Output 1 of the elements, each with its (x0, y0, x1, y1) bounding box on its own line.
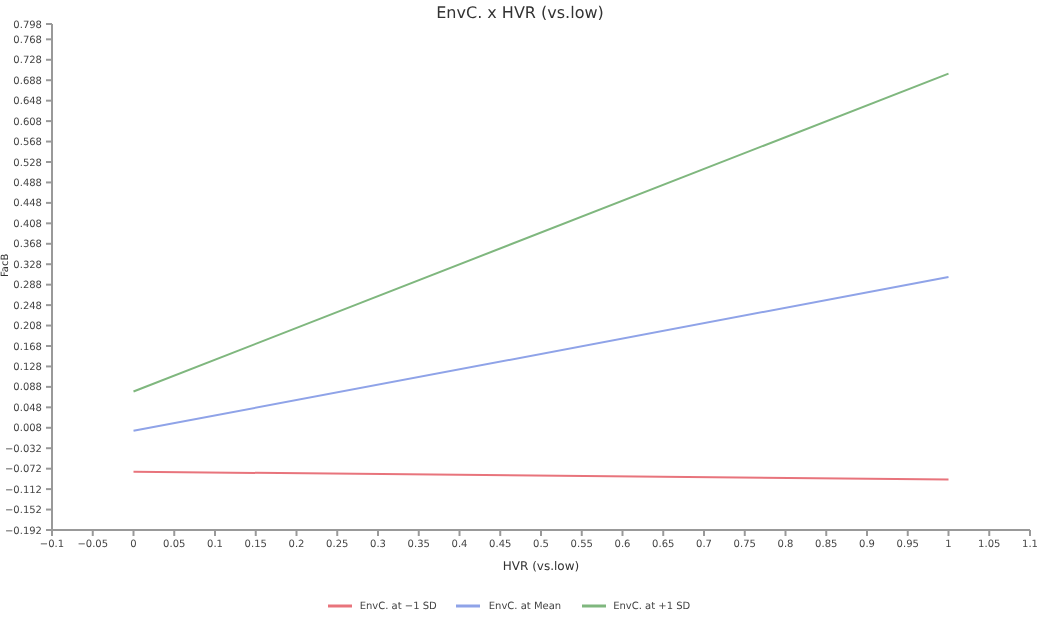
chart-title: EnvC. x HVR (vs.low) (434, 4, 606, 22)
